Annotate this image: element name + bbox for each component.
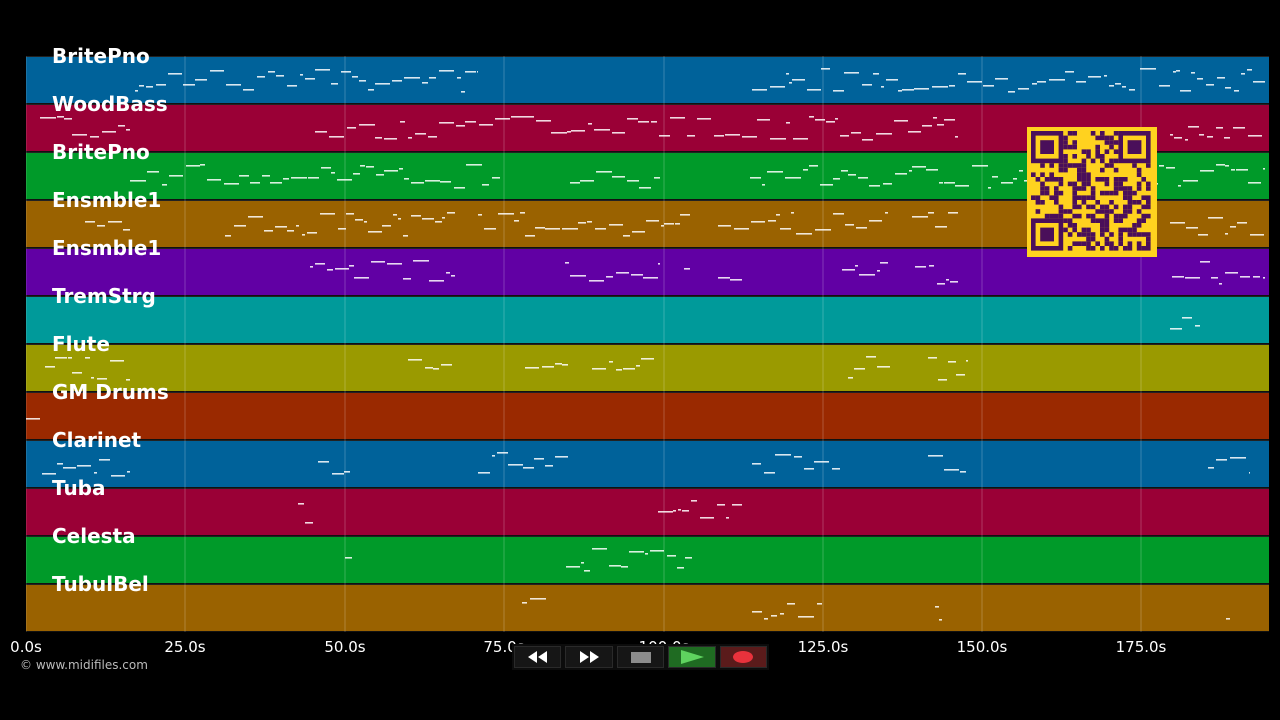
- transport-controls: [512, 644, 769, 670]
- track-label: Clarinet: [52, 428, 142, 452]
- track-lane[interactable]: [26, 392, 1269, 440]
- time-tick-label: 50.0s: [324, 638, 366, 656]
- track-lane[interactable]: [26, 488, 1269, 536]
- time-tick-label: 150.0s: [956, 638, 1008, 656]
- fast-forward-button[interactable]: [565, 646, 613, 668]
- play-icon: [680, 650, 704, 664]
- qr-code-icon[interactable]: [1027, 127, 1157, 257]
- track-label: Tuba: [52, 476, 106, 500]
- stop-icon: [630, 652, 651, 663]
- rewind-button[interactable]: [514, 646, 562, 668]
- copyright-text: © www.midifiles.com: [20, 658, 148, 672]
- track-lane[interactable]: [26, 296, 1269, 344]
- track-lane[interactable]: [26, 440, 1269, 488]
- fast-forward-icon: [580, 651, 600, 663]
- track-lane[interactable]: [26, 344, 1269, 392]
- track-label: Ensmble1: [52, 188, 162, 212]
- stop-button[interactable]: [616, 646, 665, 668]
- time-tick-label: 125.0s: [797, 638, 849, 656]
- play-button[interactable]: [668, 646, 716, 668]
- track-label: Ensmble1: [52, 236, 162, 260]
- time-tick-label: 0.0s: [10, 638, 42, 656]
- track-label: TubulBel: [52, 572, 149, 596]
- record-icon: [733, 651, 754, 663]
- time-grid: [26, 56, 1142, 632]
- time-tick-label: 25.0s: [164, 638, 206, 656]
- track-label: Flute: [52, 332, 110, 356]
- track-label: BritePno: [52, 44, 150, 68]
- track-label: Celesta: [52, 524, 136, 548]
- rewind-icon: [527, 651, 547, 663]
- record-button[interactable]: [719, 646, 768, 668]
- track-label: GM Drums: [52, 380, 169, 404]
- track-label: WoodBass: [52, 92, 168, 116]
- track-lane[interactable]: [26, 536, 1269, 584]
- time-tick-label: 175.0s: [1115, 638, 1167, 656]
- track-label: BritePno: [52, 140, 150, 164]
- track-lane[interactable]: [26, 584, 1269, 632]
- track-label: TremStrg: [52, 284, 156, 308]
